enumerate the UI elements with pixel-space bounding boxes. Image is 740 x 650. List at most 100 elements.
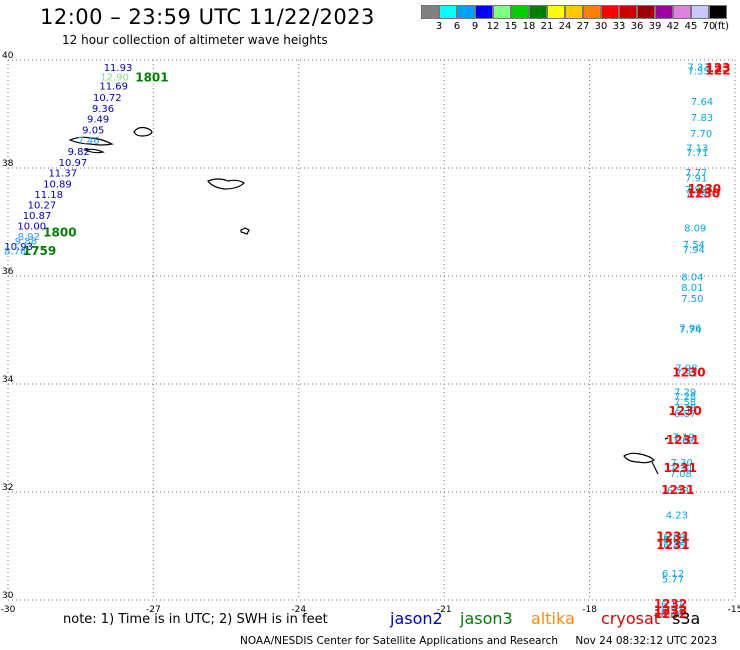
color-scale-label: 3 — [435, 21, 443, 32]
y-tick-label: 36 — [2, 267, 14, 277]
color-scale-label: 30 — [594, 21, 608, 32]
wave-height-label: 7.28 — [674, 392, 696, 403]
x-tick-label: -18 — [582, 605, 597, 615]
color-scale-label: 42 — [666, 21, 680, 32]
time-label: 1800 — [43, 226, 76, 240]
wave-height-label: 7.99 — [685, 185, 707, 196]
wave-height-label: 6.53 — [667, 486, 689, 497]
color-scale-label: 45 — [684, 21, 698, 32]
wave-height-label: 10.72 — [93, 93, 122, 104]
footer-credit: NOAA/NESDIS Center for Satellite Applica… — [240, 635, 717, 647]
color-scale-label: 12 — [486, 21, 500, 32]
wave-height-label: 11.93 — [104, 63, 133, 74]
island-outline — [207, 178, 245, 190]
color-swatch — [457, 5, 475, 19]
island-outline — [240, 227, 250, 235]
credit-text: NOAA/NESDIS Center for Satellite Applica… — [240, 635, 558, 647]
color-scale-label: 27 — [576, 21, 590, 32]
color-swatch — [565, 5, 583, 19]
x-tick-label: -21 — [437, 605, 452, 615]
wave-height-label: 7.62 — [672, 436, 694, 447]
time-label: 1801 — [135, 71, 168, 85]
wave-height-label: 7.83 — [691, 113, 713, 124]
wave-height-label: 7.71 — [686, 148, 708, 159]
x-tick-label: -15 — [728, 605, 740, 615]
time-label: 1231 — [661, 483, 694, 497]
altimeter-map-plot: -30 -27 -24 -21 -18 -15 40 38 36 34 32 30 11.9312.9… — [1, 51, 740, 620]
color-scale-label: 39 — [648, 21, 662, 32]
x-tick-label: -30 — [1, 605, 16, 615]
color-swatch — [493, 5, 511, 19]
wave-height-label: 10.97 — [59, 158, 88, 169]
wave-height-label: 8.04 — [681, 272, 703, 283]
wave-height-label: 6.09 — [663, 533, 685, 544]
wave-height-label: 6.46 — [661, 610, 683, 620]
time-label: 1232 — [654, 597, 687, 611]
wave-height-label: 11.18 — [34, 190, 63, 201]
y-tick-label: 38 — [2, 159, 14, 169]
time-label: 1231 — [664, 461, 697, 475]
legend-item-s3a: s3a — [672, 609, 701, 628]
color-scale-label: 70 — [702, 21, 716, 32]
x-tick-label: -24 — [291, 605, 306, 615]
color-scale-label: 24 — [558, 21, 572, 32]
grid-lines — [7, 59, 736, 601]
wave-height-label: 8.09 — [684, 224, 706, 235]
time-label: 1759 — [23, 244, 56, 258]
time-label: 1231 — [656, 538, 689, 552]
time-label: 1230 — [687, 187, 720, 201]
chart-subtitle: 12 hour collection of altimeter wave hei… — [62, 33, 328, 47]
color-scale-label: 21 — [540, 21, 554, 32]
color-swatch — [421, 5, 439, 19]
wave-height-label: 9.49 — [87, 115, 109, 126]
wave-height-label: 8.76 — [4, 246, 26, 257]
wave-height-label: 6.09 — [663, 535, 685, 546]
legend-item-jason2: jason2 — [390, 609, 443, 628]
island-outline — [133, 126, 153, 137]
wave-height-label: 9.82 — [68, 147, 90, 158]
color-scale-label: 33 — [612, 21, 626, 32]
time-label: 1231 — [666, 433, 699, 447]
color-swatch — [691, 5, 709, 19]
wave-height-label: 12.90 — [100, 73, 129, 84]
island-outlines — [68, 126, 669, 475]
color-swatch — [475, 5, 493, 19]
wave-height-label: 7.30 — [671, 458, 693, 469]
data-marks: 11.9312.9011.6910.729.369.499.057.469.82… — [4, 61, 730, 620]
color-scale-label: 15 — [504, 21, 518, 32]
time-label: 1230 — [672, 365, 705, 379]
wave-height-label: 7.64 — [691, 97, 713, 108]
wave-height-label: 8.92 — [18, 232, 40, 243]
color-swatch — [709, 5, 727, 19]
wave-height-label: 7.77 — [685, 168, 707, 179]
wave-height-label: 7.94 — [683, 245, 705, 256]
wave-height-label: 6.12 — [662, 569, 684, 580]
time-label: 123 — [706, 61, 731, 75]
wave-height-label: 9.05 — [82, 125, 104, 136]
time-label: 1232 — [654, 607, 687, 620]
wave-height-label: 7.50 — [681, 294, 703, 305]
color-swatch — [619, 5, 637, 19]
wave-height-label: 11.37 — [48, 169, 77, 180]
wave-height-label: 10.00 — [17, 222, 46, 233]
wave-height-label: 10.87 — [23, 211, 52, 222]
y-tick-label: 34 — [2, 375, 14, 385]
wave-height-label: 5.77 — [662, 575, 684, 586]
island-outline — [83, 148, 105, 154]
color-swatch — [673, 5, 691, 19]
time-label: 1231 — [656, 530, 689, 544]
color-scale-bar — [421, 5, 727, 19]
island-outline — [664, 437, 669, 440]
wave-height-label: 6.45 — [663, 541, 685, 552]
axis-ticks: -30 -27 -24 -21 -18 -15 40 38 36 34 32 30 — [1, 51, 740, 615]
legend-item-altika: altika — [531, 609, 575, 628]
wave-height-label: 7.13 — [686, 143, 708, 154]
time-label: 1232 — [654, 604, 687, 618]
time-label: 1230 — [668, 404, 701, 418]
page-title: 12:00 – 23:59 UTC 11/22/2023 — [40, 5, 375, 29]
wave-height-label: 7.70 — [690, 129, 712, 140]
color-scale-label: 9 — [471, 21, 479, 32]
wave-height-label: 7.96 — [679, 324, 701, 335]
wave-height-label: 7.98 — [675, 364, 697, 375]
wave-height-label: 7.58 — [674, 398, 696, 409]
